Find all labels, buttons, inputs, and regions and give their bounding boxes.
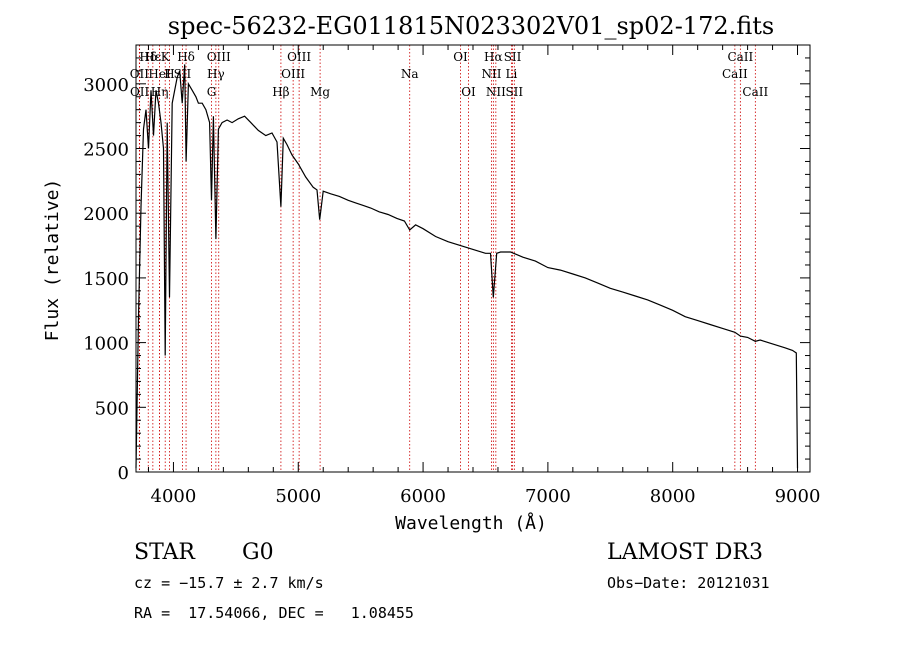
object-subclass: G0 xyxy=(242,540,274,565)
object-class: STAR xyxy=(134,540,195,565)
spectral-line-label: Li xyxy=(506,67,518,81)
survey-name: LAMOST DR3 xyxy=(607,540,763,565)
spectral-line-label: Hβ xyxy=(272,85,289,99)
coordinates: RA = 17.54066, DEC = 1.08455 xyxy=(134,604,414,622)
spectral-line-label: OI xyxy=(453,50,468,64)
spectral-line-label: NII xyxy=(486,85,506,99)
y-tick-label: 2000 xyxy=(83,204,129,225)
y-tick-label: 2500 xyxy=(83,140,129,161)
spectral-line-label: SII xyxy=(174,67,192,81)
spectral-line-label: OI xyxy=(461,85,476,99)
y-tick-label: 1000 xyxy=(83,334,129,355)
spectral-line-label: Hα xyxy=(484,50,503,64)
spectral-line-label: OIII xyxy=(207,50,231,64)
spectral-line-label: CaII xyxy=(722,67,748,81)
spectral-line-label: K xyxy=(161,50,171,64)
spectral-line-label: CaII xyxy=(727,50,753,64)
spectral-line-label: NII xyxy=(481,67,501,81)
spectral-line-label: CaII xyxy=(742,85,768,99)
spectral-line-label: Hδ xyxy=(177,50,195,64)
x-axis-ticks: 4000 5000 6000 7000 8000 9000 xyxy=(147,45,821,507)
spectral-line-label: H xyxy=(164,67,174,81)
y-axis-label: Flux (relative) xyxy=(42,179,63,342)
spectral-line-label: Hδ xyxy=(139,50,157,64)
spectral-line-label: OII xyxy=(130,67,150,81)
spectral-line-label: G xyxy=(207,85,217,99)
x-tick-label: 8000 xyxy=(650,486,696,507)
spectral-line-label: HeI xyxy=(148,67,171,81)
spectral-line-label: OIII xyxy=(287,50,311,64)
chart-title: spec-56232-EG011815N023302V01_sp02-172.f… xyxy=(168,12,774,40)
spectral-line-label: Hε xyxy=(145,50,162,64)
x-axis-label: Wavelength (Å) xyxy=(395,512,547,534)
observation-date: Obs−Date: 20121031 xyxy=(607,574,770,592)
spectral-line-label: OII xyxy=(130,85,150,99)
spectrum-series-line xyxy=(135,64,799,469)
x-tick-label: 6000 xyxy=(400,486,446,507)
y-tick-label: 1500 xyxy=(83,269,129,290)
y-tick-label: 0 xyxy=(118,463,129,484)
spectral-line-label: Na xyxy=(401,67,419,81)
y-tick-label: 3000 xyxy=(83,75,129,96)
redshift-velocity: cz = −15.7 ± 2.7 km/s xyxy=(134,574,324,592)
x-tick-label: 5000 xyxy=(275,486,321,507)
spectral-line-markers xyxy=(138,45,756,472)
y-axis-ticks: 0 500 1000 1500 2000 2500 3000 xyxy=(83,44,810,484)
spectral-line-label: Hγ xyxy=(207,67,225,81)
x-tick-label: 7000 xyxy=(525,486,571,507)
spectral-line-label: Hη xyxy=(151,85,169,99)
x-tick-label: 4000 xyxy=(151,486,197,507)
spectral-line-label: SII xyxy=(505,85,523,99)
spectral-line-label: SII xyxy=(504,50,522,64)
spectral-line-label: OIII xyxy=(281,67,305,81)
plot-frame xyxy=(135,44,811,473)
y-tick-label: 500 xyxy=(95,398,129,419)
x-tick-label: 9000 xyxy=(775,486,821,507)
spectral-line-label: Mg xyxy=(310,85,330,99)
